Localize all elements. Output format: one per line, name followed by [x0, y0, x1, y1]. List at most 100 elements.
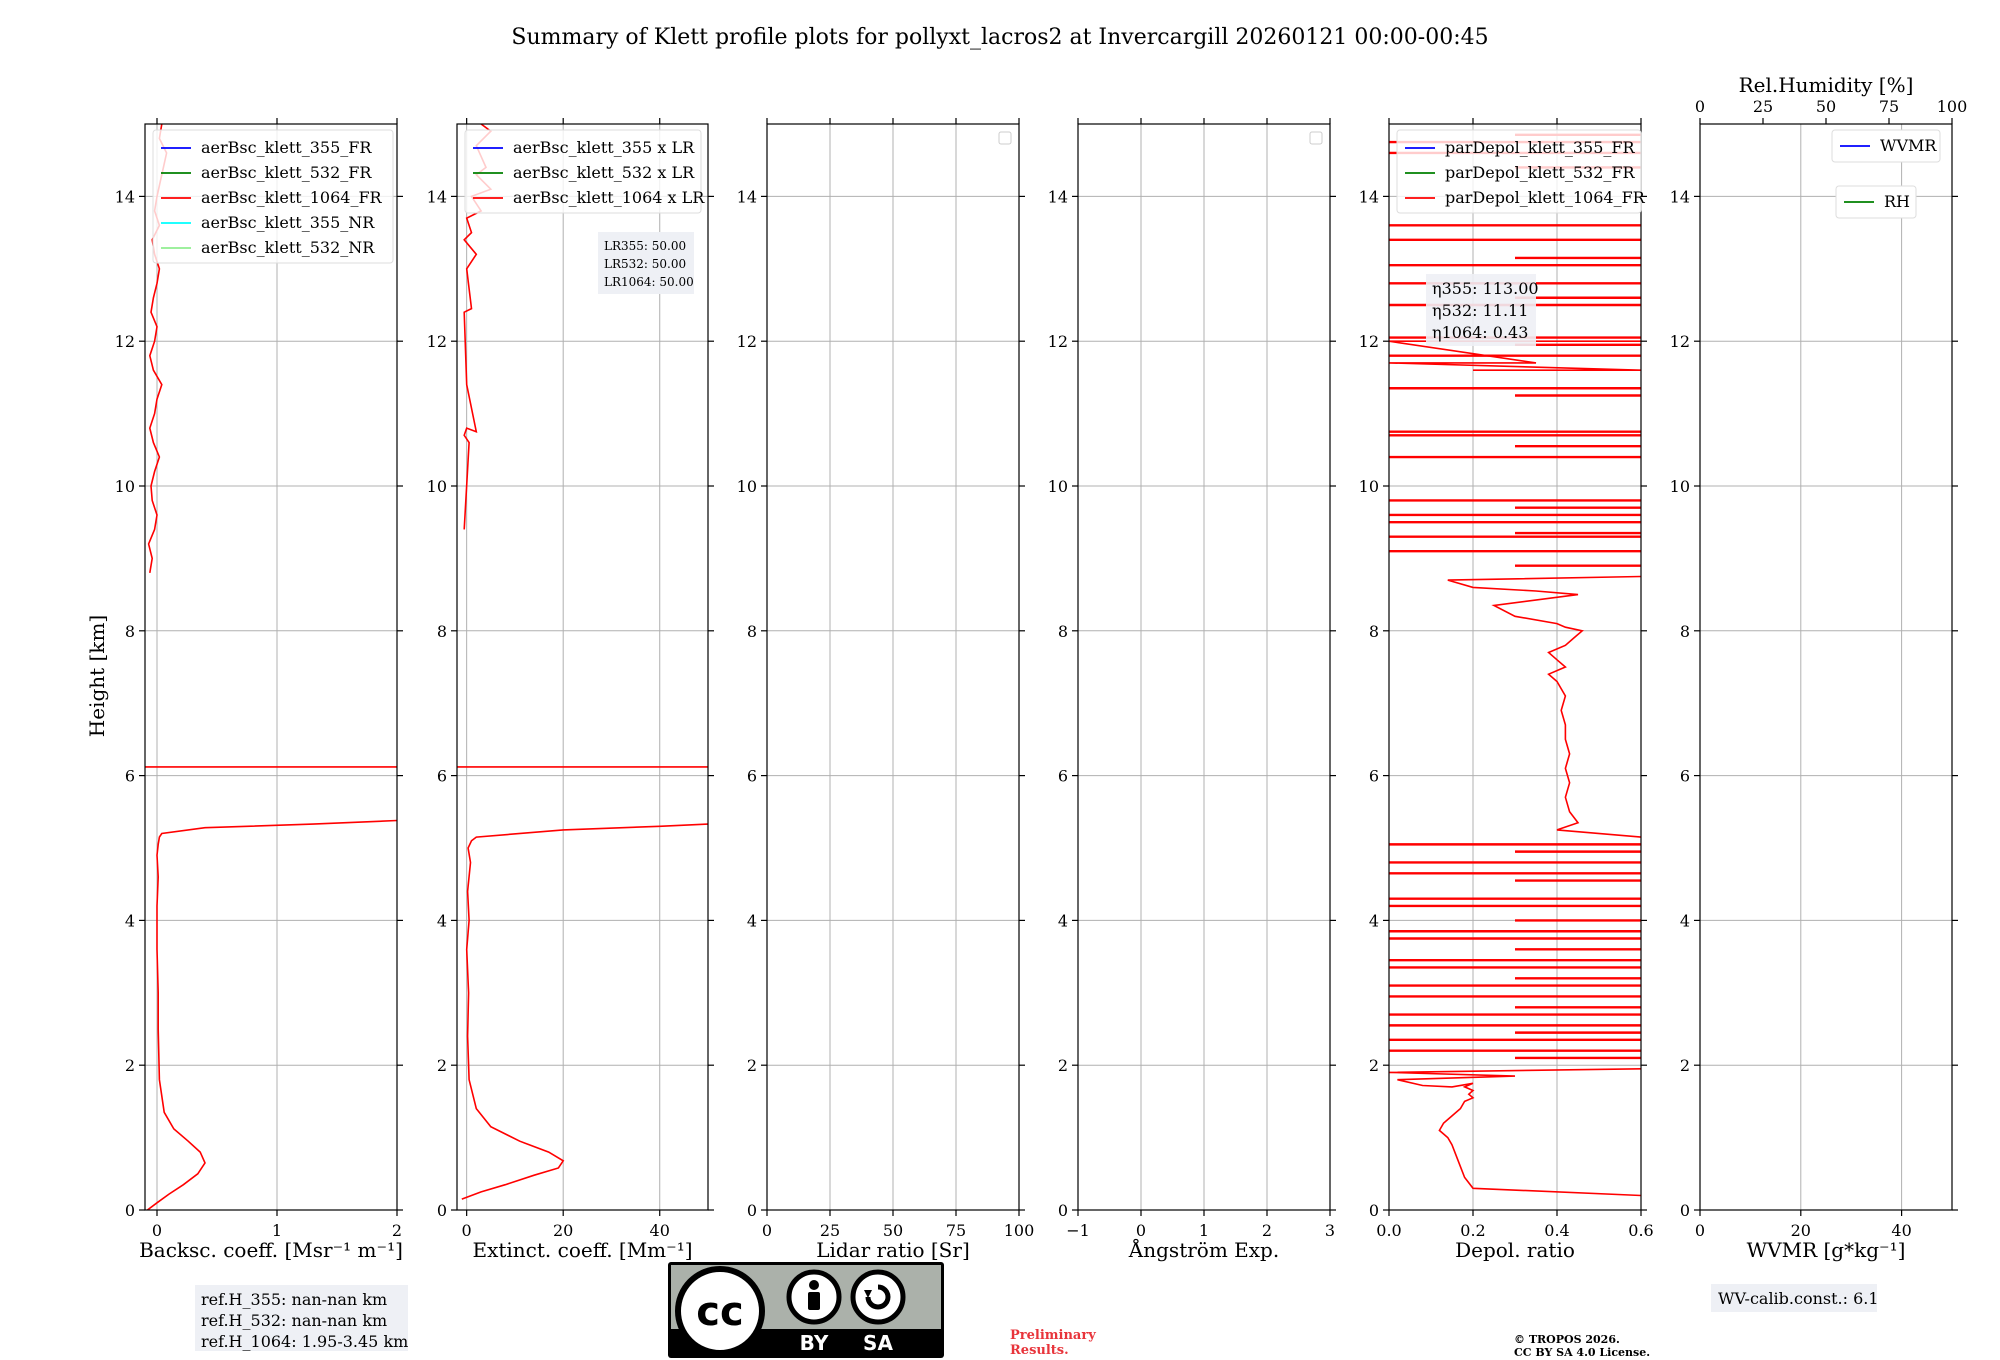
- x-tick-label: 0: [1695, 1221, 1705, 1240]
- x-tick-label: 20: [553, 1221, 573, 1240]
- y-tick-label: 8: [1680, 622, 1690, 641]
- y-tick-label: 10: [1359, 477, 1379, 496]
- y-tick-label: 2: [1369, 1056, 1379, 1075]
- x-tick-label: 100: [1004, 1221, 1035, 1240]
- reference-height-box: ref.H_355: nan-nan km ref.H_532: nan-nan…: [195, 1285, 408, 1351]
- y-tick-label: 10: [115, 477, 135, 496]
- y-tick-label: 6: [1058, 767, 1068, 786]
- legend-entry: aerBsc_klett_355 x LR: [513, 138, 695, 157]
- y-tick-label: 8: [1369, 622, 1379, 641]
- y-tick-label: 4: [747, 911, 757, 930]
- eta-entry: η355: 113.00: [1432, 279, 1539, 298]
- x-tick-label: 0: [762, 1221, 772, 1240]
- ref-h-532: ref.H_532: nan-nan km: [201, 1311, 387, 1330]
- y-tick-label: 6: [747, 767, 757, 786]
- legend-entry: parDepol_klett_355_FR: [1445, 138, 1636, 157]
- y-tick-label: 2: [125, 1056, 135, 1075]
- y-tick-label: 2: [437, 1056, 447, 1075]
- y-tick-label: 6: [1680, 767, 1690, 786]
- x-tick-label: 2: [1262, 1221, 1272, 1240]
- axes-frame: [456, 123, 709, 1211]
- y-tick-label: 10: [737, 477, 757, 496]
- legend-entry: aerBsc_klett_1064_FR: [201, 188, 383, 207]
- by-label: BY: [800, 1331, 829, 1355]
- y-tick-label: 0: [1058, 1201, 1068, 1220]
- rh-legend-box: [1835, 185, 1917, 219]
- copyright-note: © TROPOS 2026. CC BY SA 4.0 License.: [1514, 1333, 1650, 1359]
- y-tick-label: 10: [427, 477, 447, 496]
- panel-5: 0 2 4 6 8 10 12 14 0.0 0.2 0.4 0.6 Depol. ratio parDe…: [1359, 118, 1654, 1262]
- x-tick-label: 3: [1325, 1221, 1335, 1240]
- x-tick-label: 2: [392, 1221, 402, 1240]
- wvmr-legend-box: [1831, 129, 1941, 163]
- eta-box: [1426, 274, 1536, 346]
- x-tick-label: 1: [1199, 1221, 1209, 1240]
- x-tick-label: 40: [1891, 1221, 1911, 1240]
- y-tick-label: 12: [737, 332, 757, 351]
- y-tick-label: 4: [437, 911, 447, 930]
- y-tick-label: 0: [1680, 1201, 1690, 1220]
- rh-axis-label: Rel.Humidity [%]: [1739, 73, 1914, 97]
- series-line-aerBsc_klett_1064 x LR: [461, 823, 708, 1200]
- preliminary-note: Preliminary Results.: [1010, 1328, 1096, 1358]
- y-tick-label: 0: [125, 1201, 135, 1220]
- lr-entry: LR355: 50.00: [604, 239, 686, 253]
- rh-tick-label: 0: [1695, 97, 1705, 116]
- ref-h-355: ref.H_355: nan-nan km: [201, 1290, 387, 1309]
- x-axis-label: Lidar ratio [Sr]: [816, 1238, 970, 1262]
- y-tick-label: 14: [115, 187, 135, 206]
- axes-frame: [1699, 123, 1953, 1211]
- x-tick-label: 25: [820, 1221, 840, 1240]
- legend-entry: aerBsc_klett_1064 x LR: [513, 188, 705, 207]
- series-group: [145, 124, 397, 1210]
- cc-by-sa-badge: cc BY SA: [668, 1262, 944, 1358]
- empty-legend-box: [1309, 131, 1323, 145]
- y-tick-label: 12: [1048, 332, 1068, 351]
- lr-box: [598, 232, 694, 294]
- y-tick-label: 14: [737, 187, 757, 206]
- x-tick-label: −1: [1066, 1221, 1090, 1240]
- legend-entry: aerBsc_klett_355_NR: [201, 213, 375, 232]
- y-tick-label: 2: [747, 1056, 757, 1075]
- panel-3: 0 2 4 6 8 10 12 14 0 25 50 75 100 Lidar ratio [Sr]: [737, 118, 1035, 1262]
- y-tick-label: 4: [1369, 911, 1379, 930]
- y-tick-label: 10: [1670, 477, 1690, 496]
- wv-calib-text: WV-calib.const.: 6.1: [1718, 1289, 1879, 1308]
- cc-text: cc: [696, 1289, 743, 1335]
- y-tick-label: 6: [1369, 767, 1379, 786]
- rh-tick-label: 75: [1879, 97, 1899, 116]
- y-tick-label: 12: [1670, 332, 1690, 351]
- copyright-line1: © TROPOS 2026.: [1514, 1333, 1620, 1346]
- y-tick-label: 8: [747, 622, 757, 641]
- y-tick-label: 14: [1670, 187, 1690, 206]
- y-tick-label: 0: [747, 1201, 757, 1220]
- legend-box: [464, 129, 702, 214]
- x-tick-label: 20: [1791, 1221, 1811, 1240]
- legend-entry: parDepol_klett_1064_FR: [1445, 188, 1646, 207]
- eta-entry: η1064: 0.43: [1432, 323, 1528, 342]
- lr-entry: LR1064: 50.00: [604, 275, 694, 289]
- series-line-aerBsc_klett_1064_FR: [146, 819, 397, 1210]
- axes-frame: [1388, 123, 1642, 1211]
- cc-icon: [675, 1266, 765, 1356]
- rh-tick-label: 50: [1816, 97, 1836, 116]
- y-tick-label: 2: [1058, 1056, 1068, 1075]
- rh-tick-label: 100: [1937, 97, 1968, 116]
- x-tick-label: 0.2: [1460, 1221, 1485, 1240]
- y-tick-label: 12: [115, 332, 135, 351]
- x-tick-label: 0: [152, 1221, 162, 1240]
- x-tick-label: 75: [946, 1221, 966, 1240]
- legend-entry: aerBsc_klett_355_FR: [201, 138, 372, 157]
- x-axis-label: Ångström Exp.: [1128, 1237, 1279, 1262]
- y-tick-label: 4: [125, 911, 135, 930]
- ref-h-1064: ref.H_1064: 1.95-3.45 km: [201, 1332, 408, 1351]
- y-tick-label: 6: [437, 767, 447, 786]
- series-line-parDepol_klett_1064_FR_low: [1389, 1068, 1641, 1197]
- axes-frame: [144, 123, 398, 1211]
- empty-legend-box: [998, 131, 1012, 145]
- wv-calib-box: WV-calib.const.: 6.1: [1711, 1284, 1879, 1312]
